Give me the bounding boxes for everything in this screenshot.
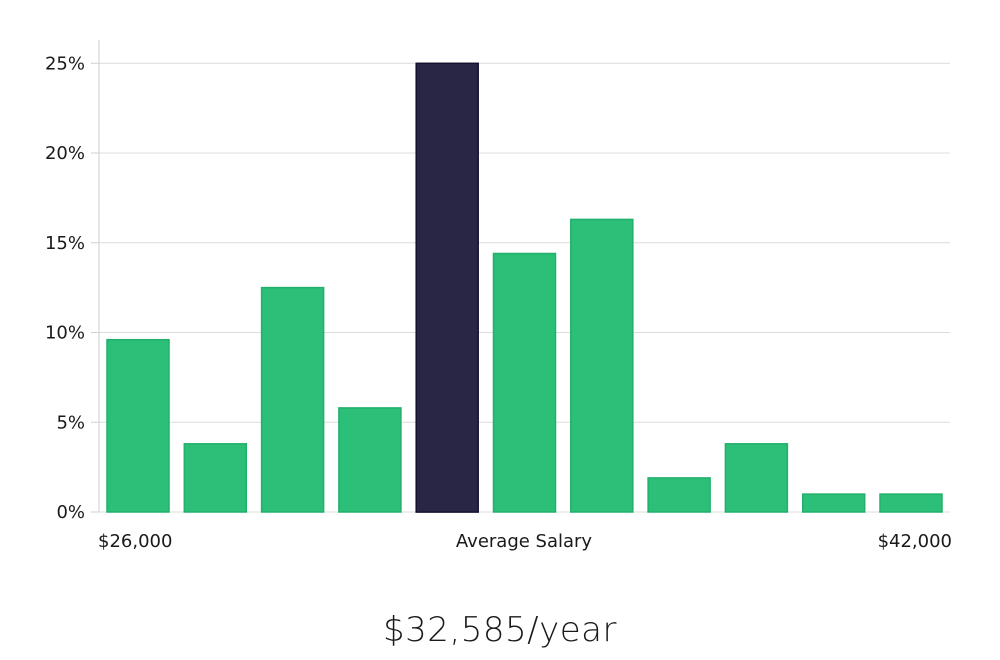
bar-average-salary xyxy=(415,62,479,513)
x-label-max: $42,000 xyxy=(878,531,952,552)
bar-9 xyxy=(801,493,866,513)
x-label-average: Average Salary xyxy=(456,531,593,552)
y-tick-label: 5% xyxy=(56,412,85,433)
bars xyxy=(106,62,943,513)
y-tick-label: 20% xyxy=(45,143,85,164)
x-label-min: $26,000 xyxy=(98,531,172,552)
average-salary-value: $32,585/year xyxy=(383,610,617,650)
y-tick-labels: 0% 5% 10% 15% 20% 25% xyxy=(45,53,85,523)
bar-2 xyxy=(260,286,325,513)
y-tick-label: 25% xyxy=(45,53,85,74)
bar-3 xyxy=(338,407,402,513)
y-tick-label: 15% xyxy=(45,233,85,254)
salary-distribution-chart: 0%5%10%15%20%25% $26,000 Average Salary … xyxy=(45,40,952,552)
y-tick-label: 0% xyxy=(56,502,85,523)
y-tick-label: 10% xyxy=(45,323,85,344)
bar-0 xyxy=(106,338,170,513)
bar-10 xyxy=(879,493,943,513)
bar-6 xyxy=(570,218,634,513)
bar-7 xyxy=(647,477,711,513)
bar-1 xyxy=(183,443,248,513)
bar-8 xyxy=(724,443,789,513)
bar-5 xyxy=(492,252,557,513)
